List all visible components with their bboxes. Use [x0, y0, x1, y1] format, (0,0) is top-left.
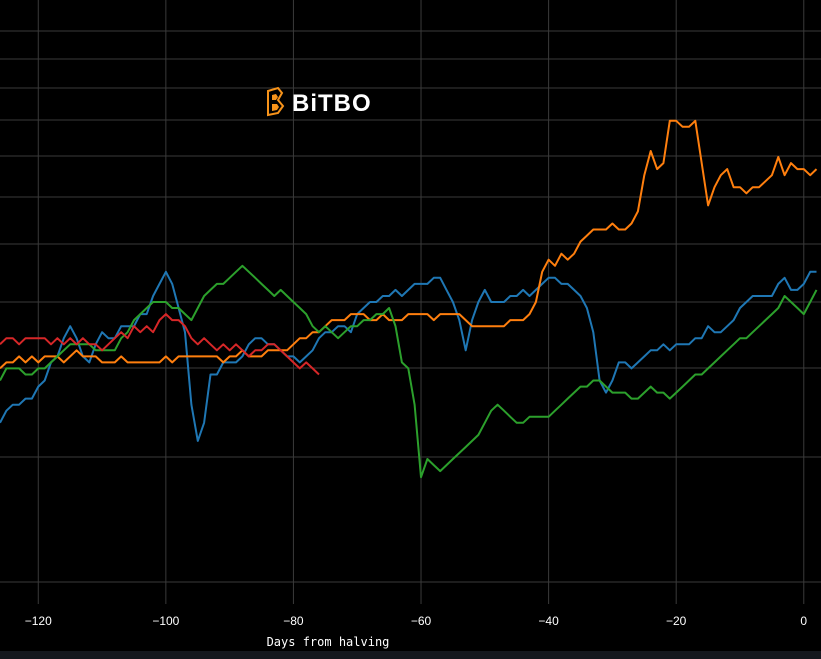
x-axis-label: Days from halving — [267, 635, 390, 649]
series-line-3 — [0, 264, 818, 479]
x-tick-label: −120 — [25, 614, 52, 628]
bitbo-logo-text: BiTBO — [292, 90, 372, 117]
bottom-bar — [0, 651, 821, 659]
x-tick-label: −80 — [283, 614, 304, 628]
bitbo-logo: BiTBO — [267, 86, 372, 117]
bitbo-b-icon — [267, 86, 285, 117]
grid — [0, 0, 821, 604]
x-axis-ticks: −120 −100 −80 −60 −40 −20 0 — [25, 614, 808, 628]
series-line-4 — [0, 313, 320, 376]
series-line-2 — [0, 119, 818, 370]
x-tick-label: −100 — [152, 614, 179, 628]
x-tick-label: 0 — [800, 614, 807, 628]
series-line-1 — [0, 270, 817, 442]
x-tick-label: −40 — [538, 614, 559, 628]
x-tick-label: −60 — [411, 614, 432, 628]
series-group — [0, 119, 818, 479]
x-tick-label: −20 — [666, 614, 687, 628]
